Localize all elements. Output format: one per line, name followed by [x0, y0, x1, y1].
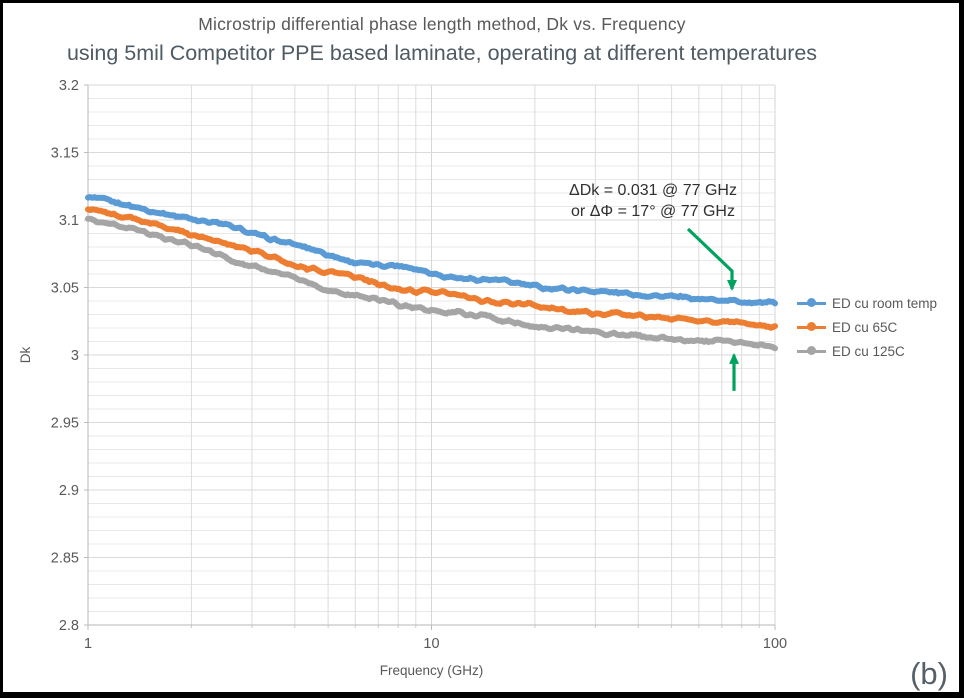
legend-item-125c: ED cu 125C [797, 339, 937, 363]
svg-text:100: 100 [763, 636, 787, 652]
legend: ED cu room temp ED cu 65C ED cu 125C [797, 291, 937, 363]
svg-text:1: 1 [84, 636, 92, 652]
figure-panel-label: (b) [910, 656, 948, 691]
line-marker-swatch-blue [797, 298, 826, 307]
svg-text:3.15: 3.15 [51, 146, 79, 162]
annotation-line-2: or ΔΦ = 17° @ 77 GHz [571, 203, 735, 220]
svg-text:2.95: 2.95 [51, 416, 79, 432]
delta-dk-annotation: ΔDk = 0.031 @ 77 GHz or ΔΦ = 17° @ 77 GH… [537, 180, 769, 222]
annotation-line-1: ΔDk = 0.031 @ 77 GHz [569, 182, 737, 199]
svg-text:Dk: Dk [18, 347, 33, 364]
svg-text:2.85: 2.85 [51, 551, 79, 567]
legend-item-room-temp: ED cu room temp [797, 291, 937, 315]
legend-label: ED cu 125C [832, 343, 905, 359]
svg-text:2.9: 2.9 [59, 483, 79, 499]
line-marker-swatch-gray [797, 346, 826, 355]
legend-label: ED cu 65C [832, 319, 898, 335]
chart-title: Microstrip differential phase length met… [198, 14, 686, 34]
legend-item-65c: ED cu 65C [797, 315, 937, 339]
chart-slide [3, 3, 959, 692]
chart-titles: Microstrip differential phase length met… [0, 0, 884, 66]
annotation-arrow-down [686, 227, 738, 291]
line-marker-swatch-orange [797, 322, 826, 331]
svg-text:3: 3 [71, 348, 79, 364]
svg-text:2.8: 2.8 [59, 618, 79, 634]
chart-subtitle: using 5mil Competitor PPE based laminate… [66, 41, 818, 65]
svg-text:10: 10 [423, 636, 439, 652]
legend-label: ED cu room temp [832, 295, 938, 311]
svg-text:Frequency (GHz): Frequency (GHz) [380, 663, 484, 678]
svg-text:3.05: 3.05 [51, 281, 79, 297]
svg-text:3.2: 3.2 [59, 78, 79, 94]
svg-text:3.1: 3.1 [59, 213, 79, 229]
